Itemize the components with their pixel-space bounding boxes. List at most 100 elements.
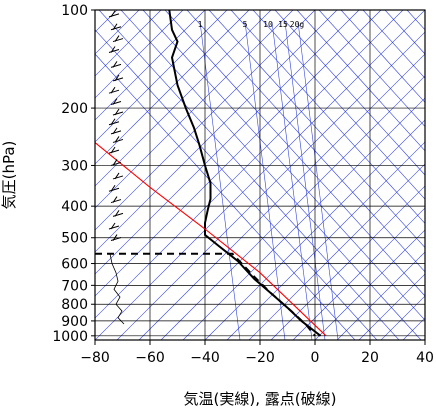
wind-barb bbox=[108, 13, 120, 18]
wind-barb bbox=[108, 121, 120, 126]
adiabat-line bbox=[252, 10, 425, 200]
dewpoint-line bbox=[95, 252, 316, 337]
y-tick-label: 300 bbox=[61, 158, 88, 174]
wind-barb-flag bbox=[112, 127, 118, 135]
wind-barb bbox=[110, 161, 122, 166]
wind-barb bbox=[110, 130, 122, 135]
adiabat-line bbox=[362, 10, 425, 79]
adiabat-line bbox=[296, 10, 425, 152]
wind-barb-flag bbox=[112, 159, 118, 166]
mixing-ratio-labels: 1 5 10 15 20g bbox=[198, 20, 305, 29]
isotherm-line bbox=[95, 10, 206, 121]
wind-trace bbox=[109, 253, 125, 325]
wind-barb bbox=[108, 48, 120, 53]
adiabat-line bbox=[318, 10, 425, 128]
wind-barb-flag bbox=[110, 46, 116, 53]
isotherm-line bbox=[95, 10, 272, 187]
wind-barb-flag bbox=[110, 146, 116, 154]
y-tick-label: 600 bbox=[61, 257, 88, 273]
wind-barb bbox=[112, 138, 124, 143]
adiabat-line bbox=[230, 10, 425, 224]
wind-barb bbox=[112, 38, 124, 43]
wind-barb-flag bbox=[110, 86, 116, 94]
wind-barb-flag bbox=[112, 23, 118, 31]
wind-barb-flag bbox=[110, 222, 116, 230]
wind-barb-flag bbox=[110, 184, 116, 192]
wind-barb bbox=[110, 101, 122, 105]
wind-barb bbox=[108, 225, 120, 230]
isotherm-line bbox=[95, 10, 184, 99]
wind-barb-flag bbox=[114, 172, 120, 180]
wind-barb bbox=[108, 187, 120, 192]
isotherm-line bbox=[95, 10, 250, 165]
adiabat-line bbox=[340, 10, 425, 103]
x-tick-label: −60 bbox=[135, 350, 165, 366]
red-curve bbox=[95, 142, 327, 337]
x-axis: −80 −60 −40 −20 0 20 40 bbox=[80, 340, 434, 366]
isotherm-line bbox=[95, 10, 404, 319]
x-tick-label: −40 bbox=[190, 350, 220, 366]
wind-barb bbox=[110, 26, 122, 31]
wind-barb bbox=[112, 212, 124, 217]
y-tick-label: 100 bbox=[61, 3, 88, 19]
mixing-ratio-label: 10 bbox=[263, 20, 273, 29]
mixing-ratio-line bbox=[199, 21, 241, 340]
mixing-ratio-line bbox=[271, 21, 313, 340]
wind-barb bbox=[110, 63, 122, 68]
x-tick-label: −80 bbox=[80, 350, 110, 366]
wind-barb bbox=[112, 175, 124, 180]
adiabat-line bbox=[429, 10, 436, 340]
adiabat-line bbox=[120, 10, 422, 340]
adiabat-line bbox=[406, 10, 425, 31]
isotherm-line bbox=[424, 339, 425, 340]
wind-barb-flag bbox=[114, 35, 120, 42]
wind-barb-flag bbox=[112, 196, 118, 203]
wind-barb bbox=[112, 111, 124, 116]
mixing-ratio-line bbox=[284, 21, 326, 340]
isotherm-line bbox=[336, 251, 425, 340]
isotherm-line bbox=[95, 10, 338, 253]
wind-barb-flag bbox=[112, 98, 118, 105]
mixing-ratio-label: 15 bbox=[278, 20, 288, 29]
mixing-ratio-label: 5 bbox=[243, 20, 248, 29]
isotherm-line bbox=[95, 10, 360, 275]
wind-barb-flag bbox=[112, 61, 118, 68]
mixing-ratio-line bbox=[244, 21, 286, 340]
y-tick-label: 900 bbox=[61, 314, 88, 330]
y-tick-label: 200 bbox=[61, 101, 88, 117]
x-tick-label: 20 bbox=[361, 350, 379, 366]
wind-barbs bbox=[108, 10, 125, 325]
series-layer bbox=[95, 10, 327, 337]
adiabat-line bbox=[208, 10, 425, 249]
x-axis-title: 気温(実線), 露点(破線) bbox=[184, 390, 337, 408]
isotherm-line bbox=[95, 10, 228, 143]
wind-barb bbox=[112, 77, 124, 82]
wind-barb bbox=[108, 149, 120, 154]
isotherm-line bbox=[95, 10, 162, 77]
y-tick-label: 400 bbox=[61, 199, 88, 215]
mixing-ratio-lines bbox=[199, 21, 339, 340]
wind-barb bbox=[110, 199, 122, 204]
adiabat-line bbox=[274, 10, 425, 176]
y-tick-label: 700 bbox=[61, 278, 88, 294]
wind-barb-flag bbox=[114, 108, 120, 116]
adiabat-line bbox=[98, 10, 400, 340]
x-tick-label: 0 bbox=[311, 350, 320, 366]
y-tick-label: 800 bbox=[61, 297, 88, 313]
mixing-ratio-line bbox=[297, 21, 339, 340]
wind-barb-flag bbox=[110, 118, 116, 126]
y-axis-title: 気圧(hPa) bbox=[0, 141, 18, 210]
y-tick-label: 1000 bbox=[52, 329, 88, 345]
adiabat-line bbox=[186, 10, 425, 273]
x-tick-label: −20 bbox=[245, 350, 275, 366]
adiabat-line bbox=[95, 29, 378, 340]
mixing-ratio-label: 20g bbox=[290, 20, 305, 29]
wind-barb bbox=[110, 237, 122, 242]
wind-barb-flag bbox=[110, 10, 116, 18]
x-tick-label: 40 bbox=[416, 350, 434, 366]
wind-barb-flag bbox=[114, 136, 120, 143]
wind-barb-flag bbox=[114, 74, 120, 82]
mixing-ratio-label: 1 bbox=[198, 20, 203, 29]
